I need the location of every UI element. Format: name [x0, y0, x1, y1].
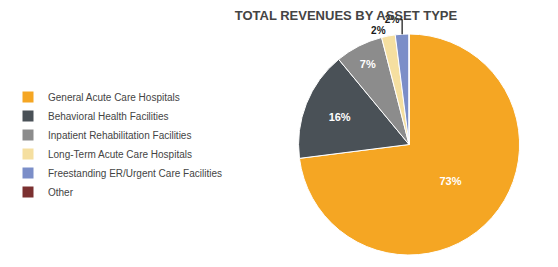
svg-text:Other: Other — [48, 187, 74, 198]
svg-text:7%: 7% — [360, 58, 376, 70]
svg-text:2%: 2% — [385, 14, 400, 25]
svg-text:Inpatient Rehabilitation Facil: Inpatient Rehabilitation Facilities — [48, 130, 191, 141]
svg-text:TOTAL REVENUES BY ASSET TYPE: TOTAL REVENUES BY ASSET TYPE — [235, 8, 458, 23]
svg-text:2%: 2% — [371, 25, 386, 36]
svg-text:General Acute Care Hospitals: General Acute Care Hospitals — [48, 92, 180, 103]
svg-text:16%: 16% — [329, 111, 351, 123]
svg-text:73%: 73% — [439, 175, 461, 187]
svg-text:Freestanding ER/Urgent Care Fa: Freestanding ER/Urgent Care Facilities — [48, 168, 222, 179]
svg-text:Long-Term Acute Care Hospitals: Long-Term Acute Care Hospitals — [48, 149, 192, 160]
svg-text:Behavioral Health Facilities: Behavioral Health Facilities — [48, 111, 169, 122]
